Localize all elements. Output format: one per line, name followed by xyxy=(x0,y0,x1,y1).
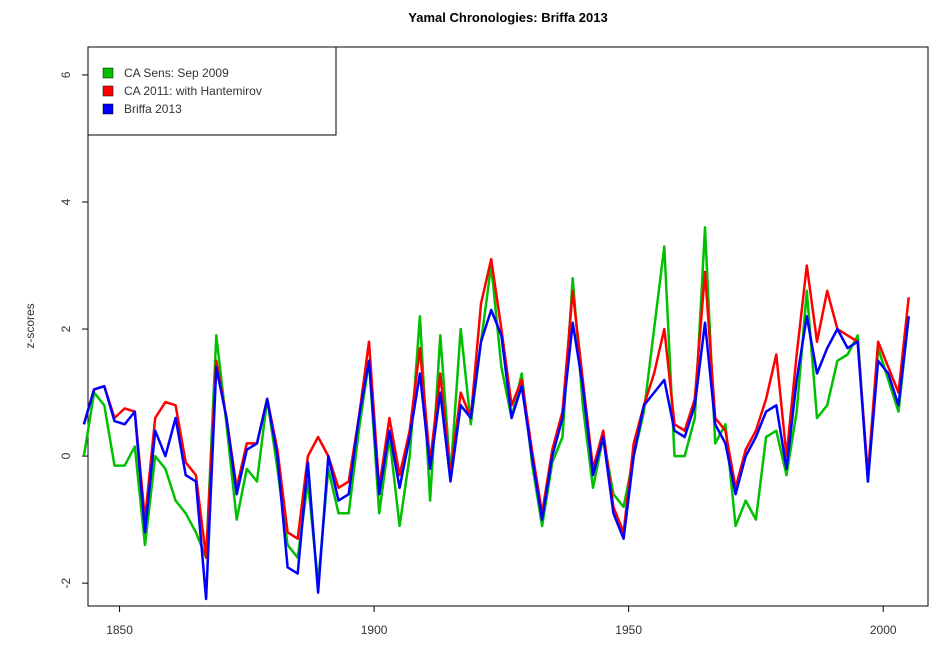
legend-swatch xyxy=(102,67,114,79)
legend-box xyxy=(87,46,337,136)
x-tick-label: 2000 xyxy=(870,623,897,637)
legend-swatch xyxy=(102,103,114,115)
chart-title: Yamal Chronologies: Briffa 2013 xyxy=(408,10,607,25)
series-line xyxy=(82,308,910,601)
plot-frame xyxy=(87,46,929,607)
y-tick-label: 2 xyxy=(59,325,73,332)
y-tick-label: 0 xyxy=(59,452,73,459)
y-tick-label: -2 xyxy=(59,577,73,588)
y-tick-label: 4 xyxy=(59,198,73,205)
x-tick-label: 1850 xyxy=(106,623,133,637)
series-line xyxy=(82,226,910,585)
x-tick-label: 1950 xyxy=(615,623,642,637)
legend-label: CA Sens: Sep 2009 xyxy=(124,66,229,80)
y-tick-label: 6 xyxy=(59,71,73,78)
legend-swatch xyxy=(102,85,114,97)
y-axis-label: z-scores xyxy=(23,303,37,348)
legend-label: Briffa 2013 xyxy=(124,102,182,116)
x-tick-label: 1900 xyxy=(361,623,388,637)
legend-label: CA 2011: with Hantemirov xyxy=(124,84,262,98)
